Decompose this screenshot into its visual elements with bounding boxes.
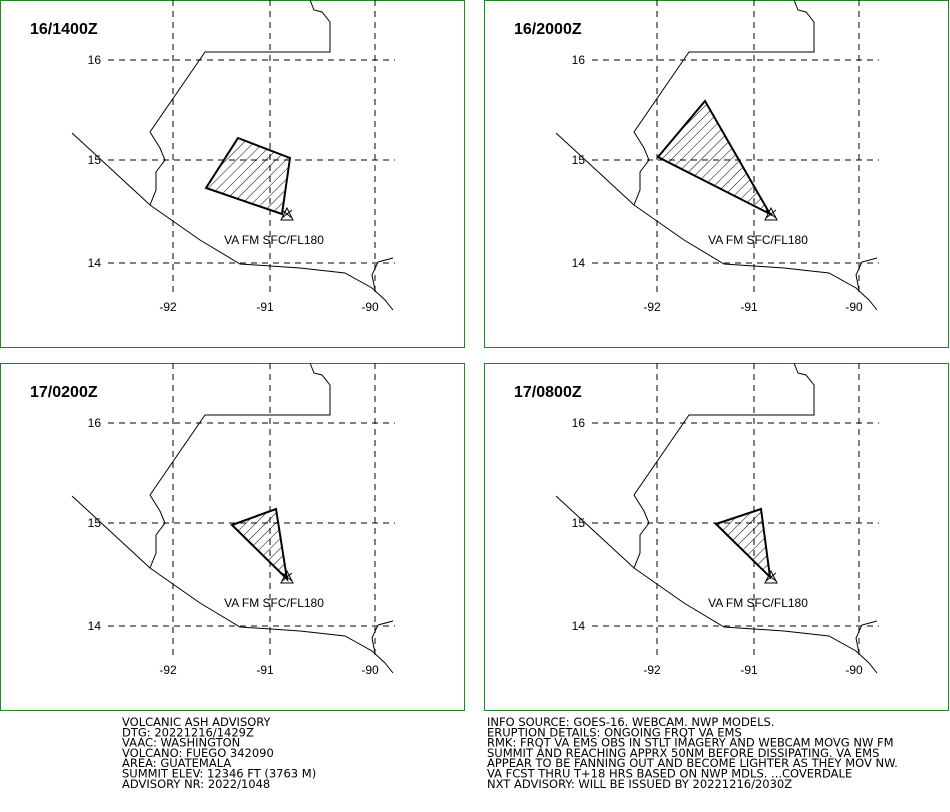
volcano-symbol: [764, 206, 778, 221]
lon-label: -91: [740, 663, 758, 677]
lon-label: -90: [845, 663, 863, 677]
coastline: [555, 132, 878, 311]
ash-area: [714, 507, 772, 580]
map-panel: 17/0800Z 16 15 14 -92 -91 -90 VA FM SFC/FL180: [484, 362, 949, 711]
volcano-symbol: [764, 569, 778, 584]
lat-label: 15: [572, 516, 586, 530]
lon-label: -90: [361, 300, 379, 314]
border: [633, 0, 815, 206]
advisory-line: RMK: FRQT VA EMS OBS IN STLT IMAGERY AND…: [487, 736, 894, 750]
advisory-line: VOLCANO: FUEGO 342090: [122, 746, 274, 760]
border: [371, 620, 394, 654]
valid-time: 16/2000Z: [514, 21, 582, 38]
border: [855, 620, 878, 654]
advisory-line: DTG: 20221216/1429Z: [122, 725, 254, 739]
lat-label: 16: [572, 416, 586, 430]
volcano-symbol: [281, 209, 293, 219]
lon-label: -92: [159, 663, 177, 677]
lon-label: -90: [361, 663, 379, 677]
lon-label: -92: [159, 300, 177, 314]
ash-area: [656, 99, 773, 217]
advisory-line: INFO SOURCE: GOES-16. WEBCAM. NWP MODELS…: [487, 715, 774, 729]
valid-time: 17/0800Z: [514, 384, 582, 401]
advisory-line: AREA: GUATEMALA: [122, 756, 231, 770]
coastline: [71, 132, 394, 311]
advisory-line: VAAC: WASHINGTON: [122, 736, 240, 750]
valid-time: 17/0200Z: [30, 384, 98, 401]
panel-frame: [0, 363, 465, 711]
ash-area: [204, 136, 292, 216]
advisory-line: SUMMIT AND REACHING APPRX 50NM BEFORE DI…: [487, 746, 879, 760]
ash-label: VA FM SFC/FL180: [224, 233, 324, 247]
border: [149, 362, 331, 569]
advisory-line: APPEAR TO BE FANNING OUT AND BECOME LIGH…: [487, 756, 898, 770]
border: [371, 257, 394, 291]
lon-label: -91: [256, 663, 274, 677]
lon-label: -90: [845, 300, 863, 314]
border: [855, 257, 878, 291]
map-panel: 16/2000Z 16 15 14 -92 -91 -90 VA FM SFC/FL180: [484, 0, 949, 348]
ash-label: VA FM SFC/FL180: [708, 596, 808, 610]
panel-frame: [0, 0, 465, 348]
advisory-line: SUMMIT ELEV: 12346 FT (3763 M): [122, 767, 316, 781]
advisory-line: NXT ADVISORY: WILL BE ISSUED BY 20221216…: [487, 777, 792, 791]
coastline: [555, 495, 878, 674]
ash-label: VA FM SFC/FL180: [224, 596, 324, 610]
volcano-symbol: [765, 572, 777, 582]
advisory-line: ERUPTION DETAILS: ONGOING FRQT VA EMS: [487, 725, 742, 739]
lat-label: 16: [572, 53, 586, 67]
lon-label: -92: [643, 663, 661, 677]
panel-frame: [484, 0, 949, 348]
ash-label: VA FM SFC/FL180: [708, 233, 808, 247]
coastline: [71, 495, 394, 674]
lat-label: 15: [88, 153, 102, 167]
lon-label: -91: [256, 300, 274, 314]
valid-time: 16/1400Z: [30, 21, 98, 38]
volcano-symbol: [280, 206, 294, 221]
map-panel: 16/1400Z 16 15 14 -92 -91 -90 VA FM SFC/FL180: [0, 0, 465, 348]
lat-label: 14: [572, 619, 586, 633]
volcano-symbol: [281, 572, 293, 582]
advisory-line: ADVISORY NR: 2022/1048: [122, 777, 270, 791]
ash-area: [230, 507, 289, 582]
lat-label: 14: [88, 256, 102, 270]
lon-label: -91: [740, 300, 758, 314]
lat-label: 15: [572, 153, 586, 167]
panel-frame: [484, 363, 949, 711]
lat-label: 16: [88, 53, 102, 67]
lat-label: 14: [88, 619, 102, 633]
volcano-symbol: [280, 569, 294, 584]
map-panel: 17/0200Z 16 15 14 -92 -91 -90 VA FM SFC/FL180: [0, 362, 465, 711]
border: [149, 0, 331, 206]
lat-label: 16: [88, 416, 102, 430]
advisory-line: VA FCST THRU T+18 HRS BASED ON NWP MDLS.…: [487, 767, 852, 781]
lat-label: 15: [88, 516, 102, 530]
advisory-line: VOLCANIC ASH ADVISORY: [122, 715, 272, 729]
lat-label: 14: [572, 256, 586, 270]
volcano-symbol: [765, 209, 777, 219]
lon-label: -92: [643, 300, 661, 314]
border: [633, 362, 815, 569]
